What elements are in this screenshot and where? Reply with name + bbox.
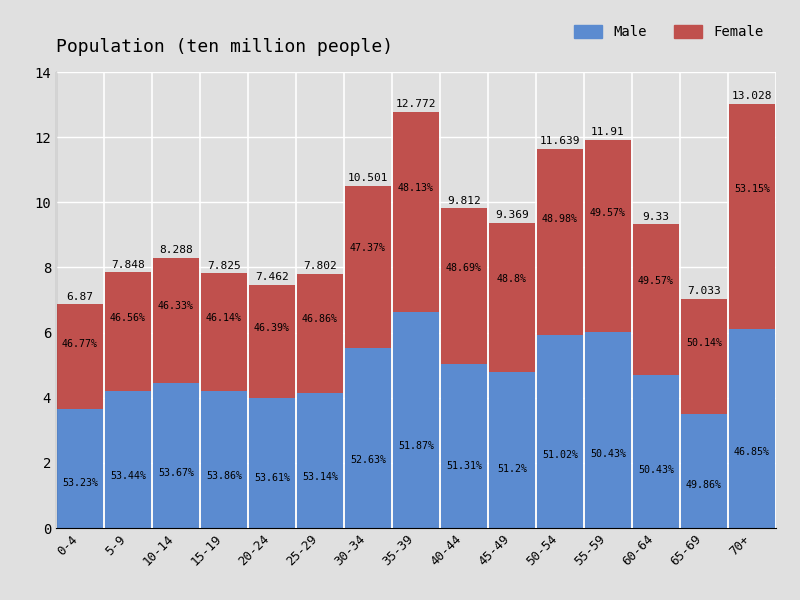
Bar — [106, 272, 151, 391]
Text: 51.87%: 51.87% — [398, 441, 434, 451]
Text: 49.57%: 49.57% — [638, 277, 674, 286]
Bar — [538, 149, 582, 335]
Text: 9.369: 9.369 — [495, 210, 529, 220]
Text: 53.14%: 53.14% — [302, 472, 338, 482]
Text: 9.33: 9.33 — [642, 212, 670, 221]
Bar — [730, 104, 774, 329]
Text: 7.825: 7.825 — [207, 260, 241, 271]
Text: 53.44%: 53.44% — [110, 471, 146, 481]
Text: 51.31%: 51.31% — [446, 461, 482, 470]
Text: 48.8%: 48.8% — [497, 274, 527, 284]
Bar — [202, 273, 246, 391]
Bar — [106, 391, 151, 528]
Bar — [298, 274, 343, 393]
Text: 49.57%: 49.57% — [590, 208, 626, 218]
Text: 8.288: 8.288 — [159, 245, 193, 256]
Text: 48.13%: 48.13% — [398, 183, 434, 193]
Bar — [490, 223, 534, 372]
Text: 46.86%: 46.86% — [302, 314, 338, 324]
Text: 50.43%: 50.43% — [590, 449, 626, 458]
Text: 46.56%: 46.56% — [110, 313, 146, 323]
Bar — [442, 208, 486, 364]
Text: 7.033: 7.033 — [687, 286, 721, 296]
Bar — [250, 398, 294, 528]
Bar — [394, 112, 439, 312]
Bar — [730, 329, 774, 528]
Text: 46.33%: 46.33% — [158, 301, 194, 311]
Text: 10.501: 10.501 — [348, 173, 388, 184]
Bar — [682, 414, 726, 528]
Text: 50.43%: 50.43% — [638, 465, 674, 475]
Bar — [442, 364, 486, 528]
Bar — [634, 375, 678, 528]
Text: Population (ten million people): Population (ten million people) — [56, 38, 393, 56]
Bar — [58, 304, 102, 409]
Text: 46.14%: 46.14% — [206, 313, 242, 323]
Text: 53.86%: 53.86% — [206, 471, 242, 481]
Text: 48.98%: 48.98% — [542, 214, 578, 224]
Bar — [586, 140, 630, 332]
Text: 11.639: 11.639 — [540, 136, 580, 146]
Text: 46.77%: 46.77% — [62, 339, 98, 349]
Text: 51.02%: 51.02% — [542, 449, 578, 460]
Text: 49.86%: 49.86% — [686, 479, 722, 490]
Text: 46.39%: 46.39% — [254, 323, 290, 333]
Text: 53.23%: 53.23% — [62, 478, 98, 488]
Text: 6.87: 6.87 — [66, 292, 94, 302]
Text: 48.69%: 48.69% — [446, 263, 482, 272]
Bar — [586, 332, 630, 528]
Text: 53.67%: 53.67% — [158, 468, 194, 478]
Bar — [202, 391, 246, 528]
Legend: Male, Female: Male, Female — [569, 20, 769, 45]
Bar — [298, 393, 343, 528]
Text: 7.462: 7.462 — [255, 272, 289, 283]
Bar — [346, 348, 391, 528]
Text: 52.63%: 52.63% — [350, 455, 386, 464]
Bar — [154, 383, 198, 528]
Text: 53.15%: 53.15% — [734, 184, 770, 194]
Text: 50.14%: 50.14% — [686, 338, 722, 347]
Text: 13.028: 13.028 — [732, 91, 772, 101]
Bar — [394, 312, 439, 528]
Text: 9.812: 9.812 — [447, 196, 481, 206]
Bar — [490, 372, 534, 528]
Text: 53.61%: 53.61% — [254, 473, 290, 484]
Text: 7.848: 7.848 — [111, 260, 145, 270]
Text: 12.772: 12.772 — [396, 100, 436, 109]
Bar — [250, 285, 294, 398]
Bar — [538, 335, 582, 528]
Text: 11.91: 11.91 — [591, 127, 625, 137]
Text: 7.802: 7.802 — [303, 261, 337, 271]
Bar — [154, 258, 198, 383]
Bar — [346, 186, 391, 348]
Text: 46.85%: 46.85% — [734, 448, 770, 457]
Bar — [682, 299, 726, 414]
Text: 51.2%: 51.2% — [497, 464, 527, 473]
Bar — [58, 409, 102, 528]
Bar — [634, 224, 678, 375]
Text: 47.37%: 47.37% — [350, 242, 386, 253]
